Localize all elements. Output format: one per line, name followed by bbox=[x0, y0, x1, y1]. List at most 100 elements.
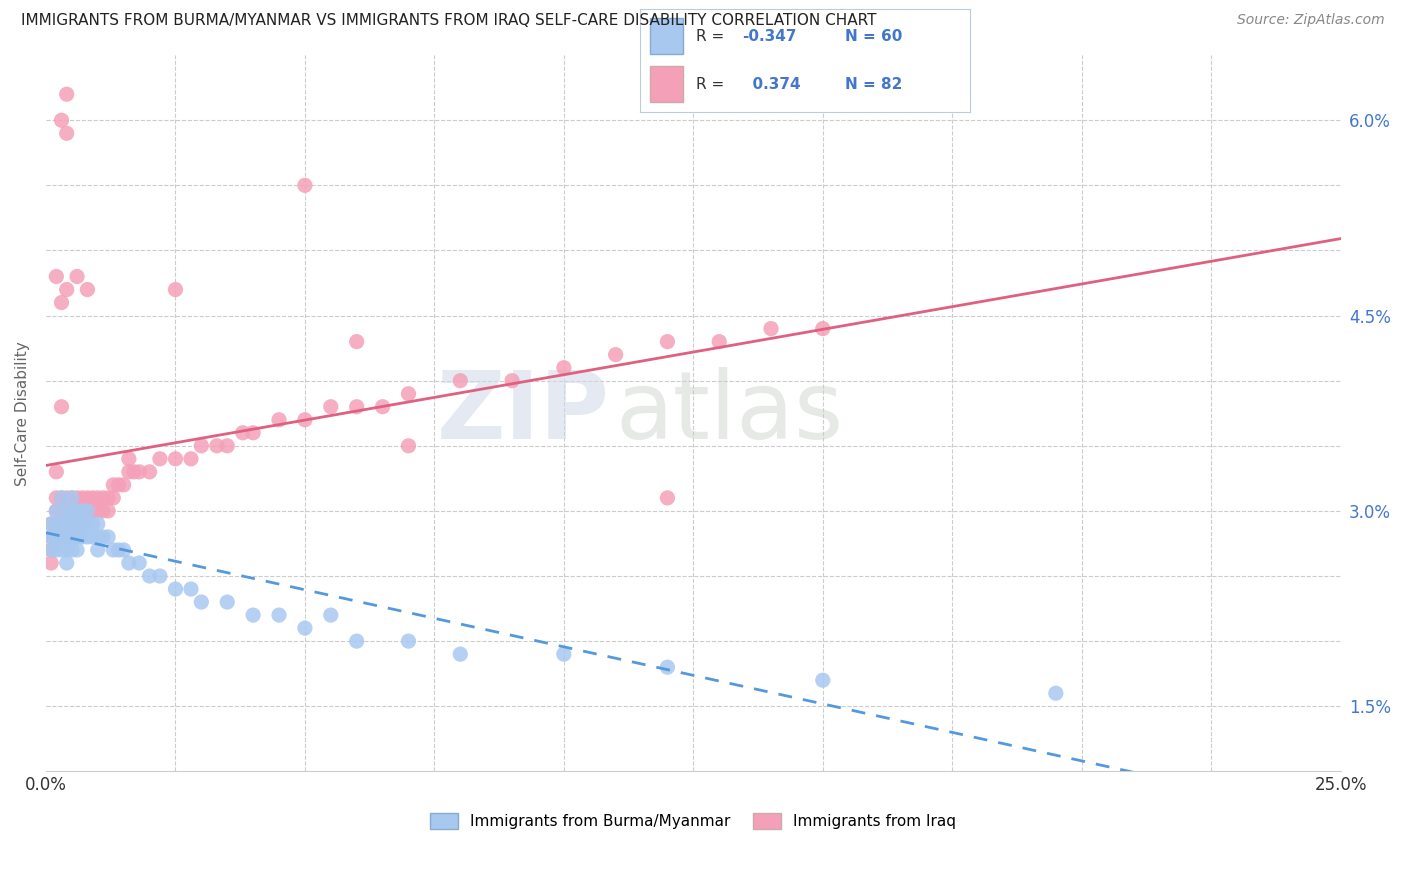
Point bbox=[103, 478, 125, 492]
Text: ZIP: ZIP bbox=[436, 368, 609, 459]
Point bbox=[60, 530, 83, 544]
Point bbox=[82, 516, 104, 531]
Text: 0.374: 0.374 bbox=[742, 77, 801, 92]
Point bbox=[97, 530, 120, 544]
Point bbox=[70, 491, 93, 505]
Y-axis label: Self-Care Disability: Self-Care Disability bbox=[15, 341, 30, 485]
Point bbox=[165, 582, 187, 596]
Point bbox=[66, 504, 89, 518]
Point bbox=[657, 334, 679, 349]
Point bbox=[55, 504, 77, 518]
Point bbox=[55, 283, 77, 297]
Point bbox=[91, 530, 114, 544]
Point bbox=[39, 556, 62, 570]
Point bbox=[60, 504, 83, 518]
Point bbox=[87, 530, 110, 544]
Point bbox=[398, 439, 420, 453]
Point bbox=[66, 543, 89, 558]
Point bbox=[82, 491, 104, 505]
Point bbox=[87, 543, 110, 558]
Point bbox=[91, 504, 114, 518]
Point bbox=[1045, 686, 1067, 700]
Point bbox=[55, 491, 77, 505]
Point bbox=[103, 543, 125, 558]
Point bbox=[91, 491, 114, 505]
Point bbox=[97, 491, 120, 505]
Point bbox=[39, 543, 62, 558]
Point bbox=[45, 491, 67, 505]
Point bbox=[51, 113, 73, 128]
Point bbox=[118, 451, 141, 466]
Point bbox=[70, 516, 93, 531]
Point bbox=[45, 465, 67, 479]
Point bbox=[39, 530, 62, 544]
Point bbox=[107, 478, 129, 492]
Point bbox=[242, 608, 264, 623]
Point bbox=[66, 530, 89, 544]
Point bbox=[553, 360, 575, 375]
Point bbox=[70, 504, 93, 518]
Text: N = 60: N = 60 bbox=[845, 29, 903, 44]
Text: -0.347: -0.347 bbox=[742, 29, 797, 44]
Point bbox=[45, 504, 67, 518]
Text: R =: R = bbox=[696, 29, 730, 44]
Point bbox=[51, 530, 73, 544]
Point bbox=[122, 465, 145, 479]
Point bbox=[449, 374, 471, 388]
Point bbox=[76, 491, 98, 505]
Point bbox=[51, 516, 73, 531]
Point bbox=[51, 491, 73, 505]
Point bbox=[138, 465, 160, 479]
Point bbox=[60, 516, 83, 531]
Point bbox=[60, 543, 83, 558]
Point bbox=[242, 425, 264, 440]
Point bbox=[205, 439, 228, 453]
Point bbox=[149, 451, 172, 466]
Point bbox=[60, 491, 83, 505]
Point bbox=[811, 321, 834, 335]
Point bbox=[180, 451, 202, 466]
Point bbox=[657, 491, 679, 505]
Point bbox=[45, 516, 67, 531]
Point bbox=[45, 269, 67, 284]
Point bbox=[45, 530, 67, 544]
Point bbox=[51, 516, 73, 531]
Point bbox=[319, 400, 342, 414]
Point bbox=[55, 556, 77, 570]
Point bbox=[51, 504, 73, 518]
Point bbox=[165, 283, 187, 297]
Point bbox=[346, 334, 368, 349]
Point bbox=[55, 126, 77, 140]
Point bbox=[60, 530, 83, 544]
Point bbox=[346, 634, 368, 648]
Point bbox=[39, 516, 62, 531]
Point bbox=[371, 400, 394, 414]
Point bbox=[39, 543, 62, 558]
Point bbox=[267, 413, 290, 427]
Point bbox=[709, 334, 731, 349]
Point bbox=[55, 504, 77, 518]
Point bbox=[66, 516, 89, 531]
Point bbox=[82, 530, 104, 544]
Point bbox=[112, 543, 135, 558]
Point bbox=[66, 504, 89, 518]
Point bbox=[180, 582, 202, 596]
Point bbox=[76, 530, 98, 544]
Point bbox=[118, 465, 141, 479]
Point bbox=[51, 400, 73, 414]
Point bbox=[66, 269, 89, 284]
Point bbox=[45, 504, 67, 518]
Point bbox=[657, 660, 679, 674]
Point bbox=[76, 504, 98, 518]
Point bbox=[87, 516, 110, 531]
Point bbox=[118, 556, 141, 570]
Point bbox=[811, 673, 834, 688]
Point bbox=[55, 530, 77, 544]
Text: IMMIGRANTS FROM BURMA/MYANMAR VS IMMIGRANTS FROM IRAQ SELF-CARE DISABILITY CORRE: IMMIGRANTS FROM BURMA/MYANMAR VS IMMIGRA… bbox=[21, 13, 876, 29]
Point bbox=[70, 516, 93, 531]
Point bbox=[66, 530, 89, 544]
Point bbox=[70, 530, 93, 544]
FancyBboxPatch shape bbox=[650, 18, 683, 54]
Point bbox=[553, 647, 575, 661]
Text: N = 82: N = 82 bbox=[845, 77, 903, 92]
